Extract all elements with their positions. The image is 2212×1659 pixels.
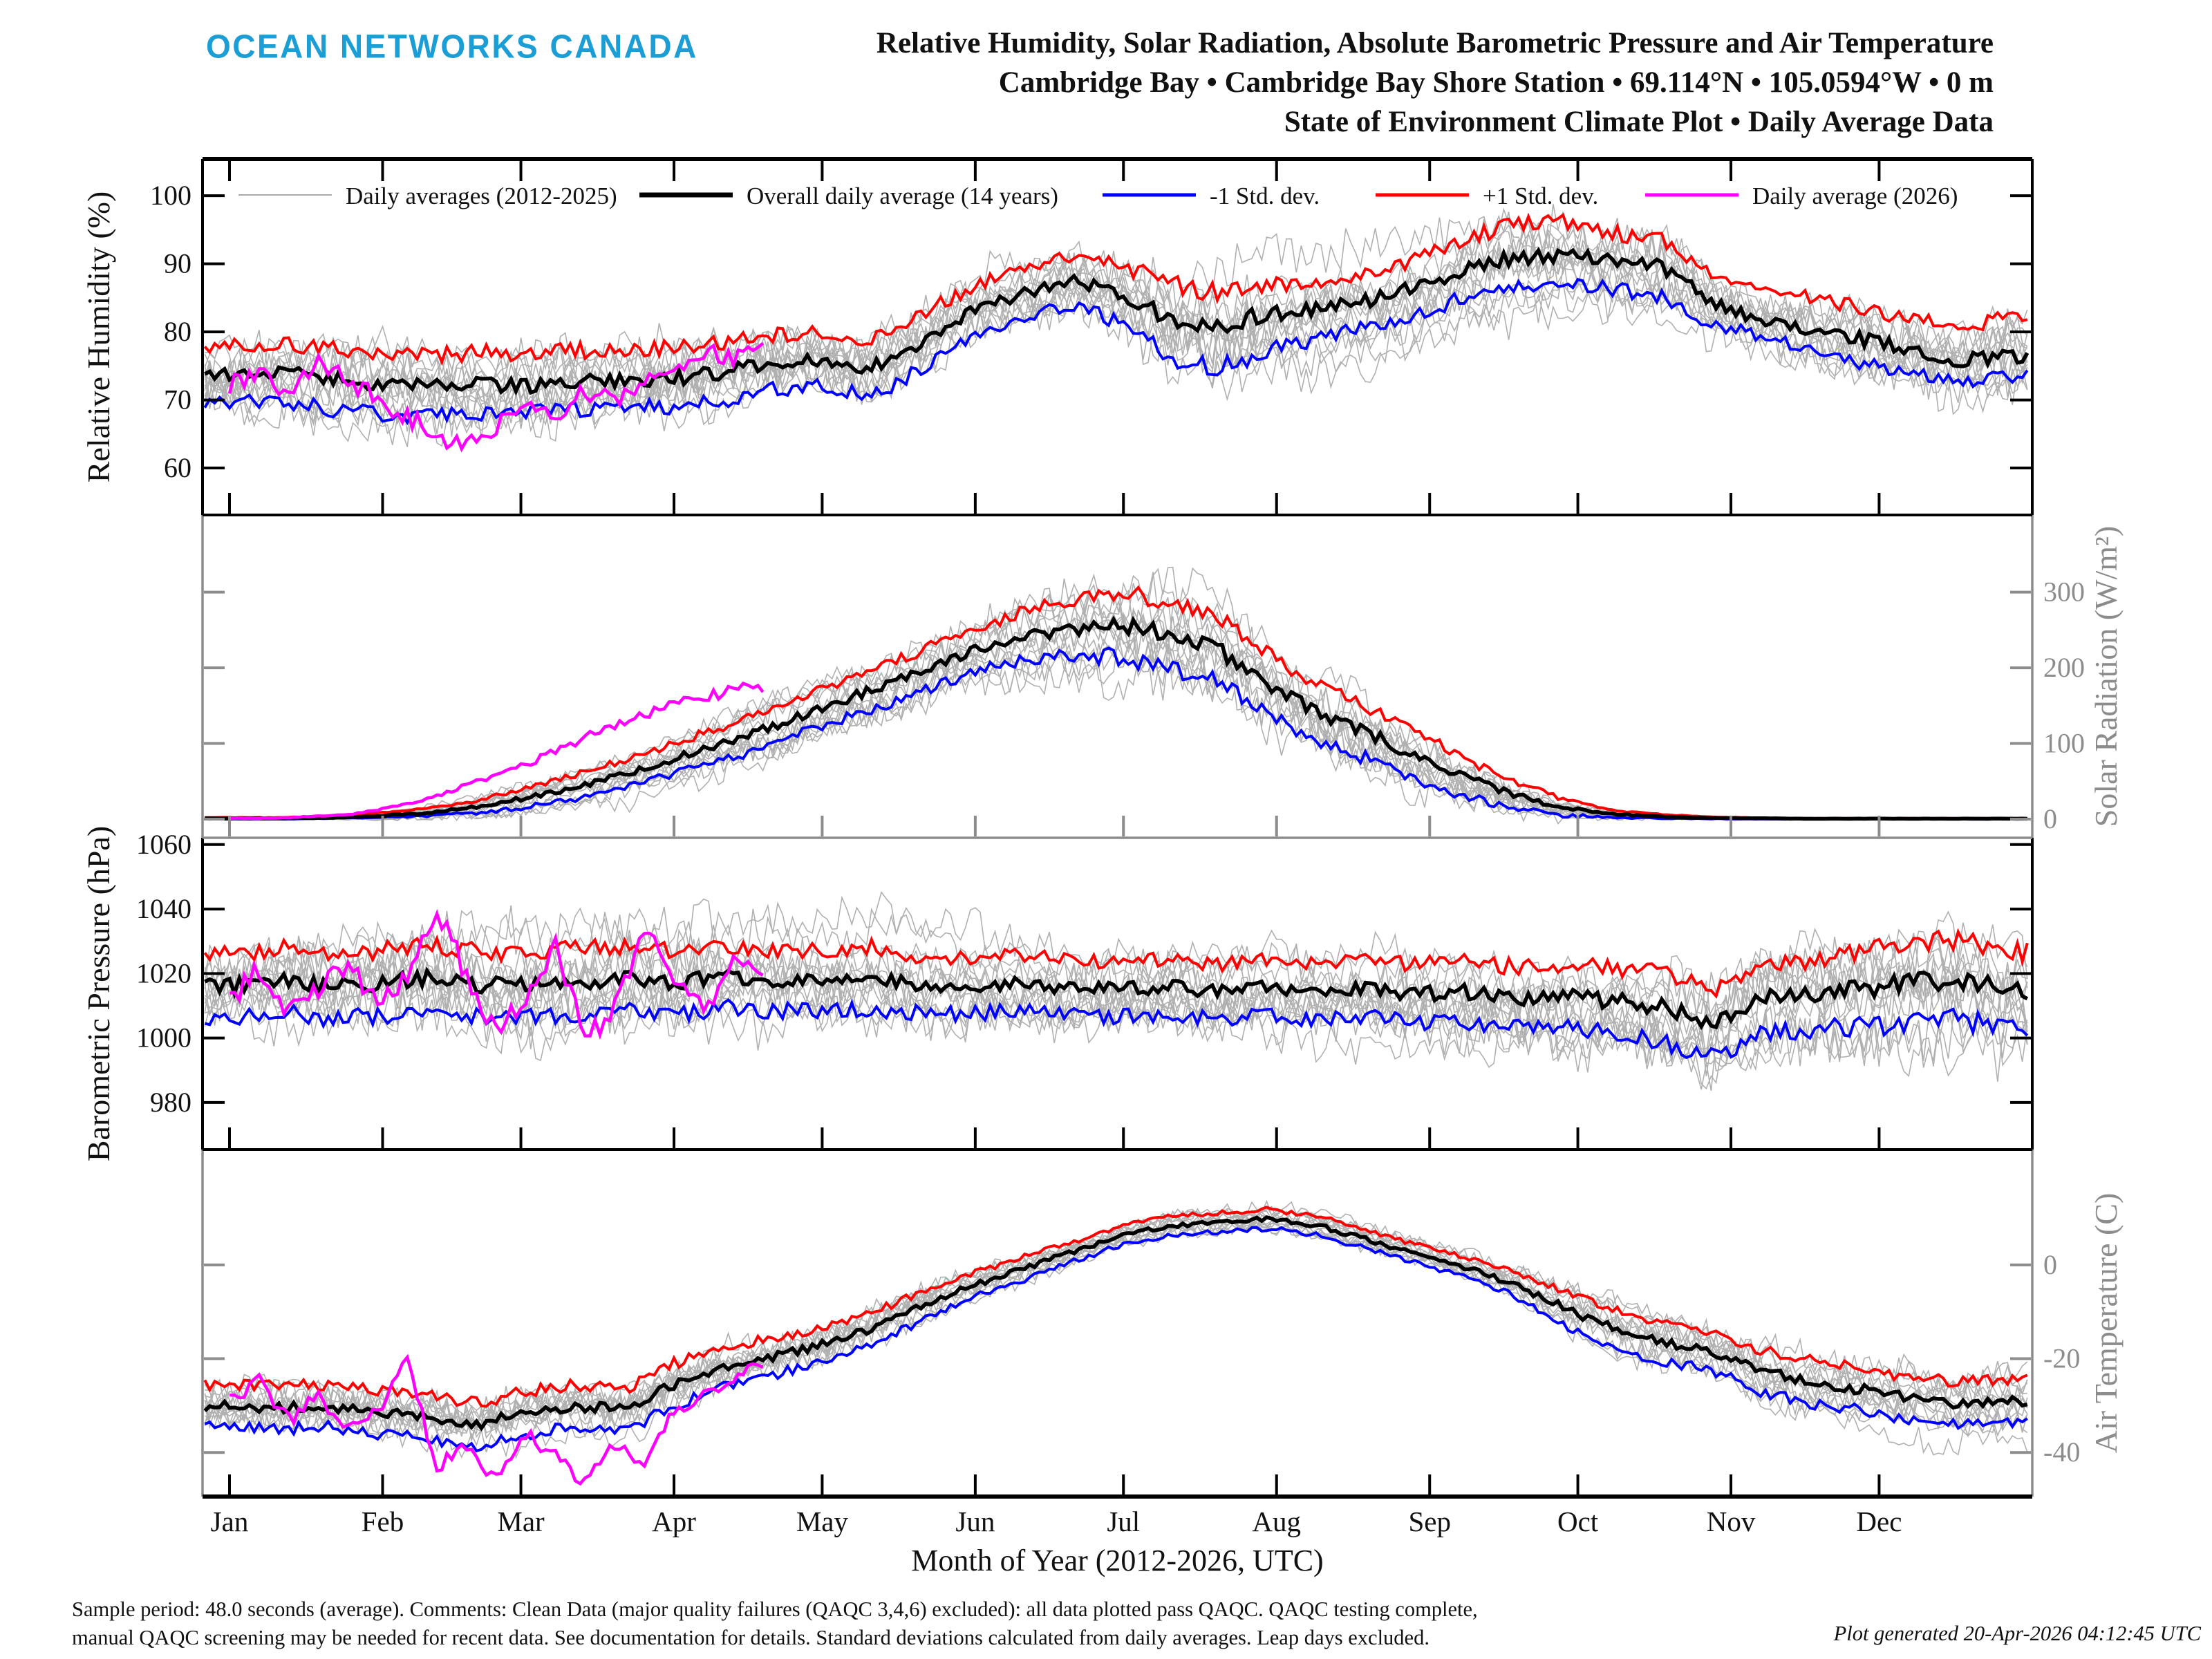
air-temperature-daily-average-year-line (204, 1215, 2028, 1443)
onc-logo: OCEAN NETWORKS CANADA (206, 27, 698, 66)
month-label-apr: Apr (652, 1506, 696, 1537)
solar-radiation-tick-label: 100 (2043, 728, 2085, 759)
relative-humidity-tick-label: 90 (164, 248, 191, 279)
air-temperature-minus-1-std-line (204, 1226, 2028, 1453)
air-temperature-tick-label: -20 (2043, 1343, 2080, 1374)
air-temperature-daily-average-year-line (204, 1213, 2028, 1460)
month-label-sep: Sep (1408, 1506, 1451, 1537)
legend-label: Overall daily average (14 years) (747, 182, 1058, 209)
solar-radiation-y-axis-title: Solar Radiation (W/m²) (2088, 526, 2124, 827)
air-temperature-overall-daily-average-line (203, 1215, 2028, 1432)
solar-radiation-panel (205, 566, 2027, 825)
air-temperature-daily-average-year-line (204, 1217, 2028, 1439)
air-temperature-y-axis-title: Air Temperature (C) (2088, 1193, 2124, 1454)
relative-humidity-tick-label: 60 (164, 452, 191, 483)
title-line-3: State of Environment Climate Plot • Dail… (1284, 106, 1994, 138)
month-label-jan: Jan (211, 1506, 249, 1537)
axes-layer: Jan Feb Mar Apr May Jun Jul Aug Sep Oct Nov Dec Mont… (81, 157, 2124, 1577)
barometric-pressure-panel (203, 891, 2029, 1091)
month-label-feb: Feb (362, 1506, 404, 1537)
air-temperature-tick-label: -40 (2043, 1436, 2080, 1468)
plot-title: Relative Humidity, Solar Radiation, Abso… (877, 24, 1994, 142)
relative-humidity-daily-average-year-line (204, 214, 2028, 447)
barometric-pressure-tick-label: 1020 (136, 957, 191, 988)
barometric-pressure-daily-average-year-line (204, 891, 2028, 1029)
relative-humidity-y-axis-title: Relative Humidity (%) (81, 191, 116, 483)
relative-humidity-daily-average-2026-line (227, 341, 765, 453)
relative-humidity-tick-label: 80 (164, 316, 191, 347)
solar-radiation-daily-average-year-line (205, 636, 2027, 822)
relative-humidity-daily-average-year-line (204, 212, 2028, 394)
title-line-1: Relative Humidity, Solar Radiation, Abso… (876, 27, 1994, 59)
legend: Daily averages (2012-2025) Overall daily … (238, 182, 1958, 209)
month-label-may: May (796, 1506, 849, 1537)
relative-humidity-minus-1-std-line (203, 277, 2029, 426)
air-temperature-plus-1-std-line (203, 1206, 2028, 1408)
barometric-pressure-daily-average-2026-line (229, 909, 764, 1040)
barometric-pressure-y-axis-title: Barometric Pressure (hPa) (81, 826, 116, 1161)
month-label-nov: Nov (1707, 1506, 1756, 1537)
x-axis-title: Month of Year (2012-2026, UTC) (911, 1544, 1323, 1577)
month-label-jun: Jun (955, 1506, 995, 1537)
air-temperature-daily-average-2026-line (229, 1353, 764, 1486)
barometric-pressure-plus-1-std-line (203, 928, 2029, 999)
month-label-oct: Oct (1557, 1506, 1599, 1537)
solar-radiation-overall-daily-average-line (205, 615, 2027, 821)
solar-radiation-tick-label: 200 (2043, 652, 2085, 683)
month-label-dec: Dec (1856, 1506, 1902, 1537)
air-temperature-daily-average-year-line (204, 1218, 2028, 1440)
qaqc-note-line-1: Sample period: 48.0 seconds (average). C… (72, 1597, 1478, 1621)
solar-radiation-daily-average-year-line (205, 640, 2027, 825)
air-temperature-daily-average-year-line (205, 1210, 2027, 1433)
qaqc-notes: Sample period: 48.0 seconds (average). C… (72, 1595, 1478, 1652)
solar-radiation-daily-average-year-line (205, 603, 2027, 821)
barometric-pressure-tick-label: 1060 (136, 829, 191, 860)
relative-humidity-daily-average-year-line (204, 250, 2028, 436)
month-label-mar: Mar (497, 1506, 545, 1537)
generated-timestamp: Plot generated 20-Apr-2026 04:12:45 UTC (1833, 1622, 2201, 1645)
month-label-aug: Aug (1252, 1506, 1301, 1537)
solar-radiation-daily-average-year-line (205, 593, 2027, 820)
legend-label: -1 Std. dev. (1210, 182, 1320, 209)
relative-humidity-tick-label: 70 (164, 384, 191, 415)
legend-label: Daily averages (2012-2025) (346, 182, 617, 209)
barometric-pressure-tick-label: 1000 (136, 1022, 191, 1053)
air-temperature-daily-average-year-line (204, 1206, 2028, 1434)
month-label-jul: Jul (1107, 1506, 1140, 1537)
relative-humidity-overall-daily-average-line (204, 247, 2030, 396)
air-temperature-daily-average-year-line (204, 1218, 2028, 1429)
barometric-pressure-tick-label: 980 (150, 1087, 191, 1118)
relative-humidity-plus-1-std-line (203, 212, 2028, 366)
legend-label: Daily average (2026) (1752, 182, 1958, 209)
relative-humidity-tick-label: 100 (150, 180, 191, 211)
solar-radiation-minus-1-std-line (205, 646, 2027, 821)
barometric-pressure-overall-daily-average-line (204, 966, 2029, 1031)
legend-label: +1 Std. dev. (1483, 182, 1598, 209)
solar-radiation-tick-label: 0 (2043, 803, 2057, 834)
solar-radiation-tick-label: 300 (2043, 577, 2085, 608)
barometric-pressure-daily-average-year-line (204, 907, 2028, 1020)
air-temperature-tick-label: 0 (2043, 1249, 2057, 1280)
air-temperature-panel (203, 1199, 2028, 1486)
solar-radiation-daily-average-2026-line (229, 681, 765, 821)
barometric-pressure-daily-average-year-line (204, 952, 2028, 1077)
barometric-pressure-tick-label: 1040 (136, 893, 191, 924)
qaqc-note-line-2: manual QAQC screening may be needed for … (72, 1626, 1430, 1649)
relative-humidity-panel (203, 204, 2030, 453)
title-line-2: Cambridge Bay • Cambridge Bay Shore Stat… (998, 66, 1994, 99)
solar-radiation-daily-average-year-line (205, 652, 2027, 820)
